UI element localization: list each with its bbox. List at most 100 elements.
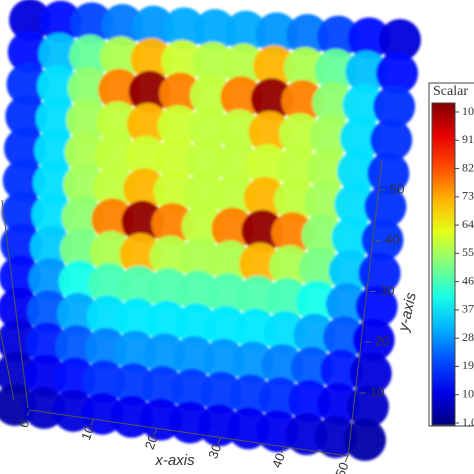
scatter-point [281,80,324,123]
x-tick [344,455,349,463]
scatter-point [246,144,289,186]
colorbar-tick-label: 91 [462,132,474,146]
scatter-point [98,68,141,111]
scatter-point [91,198,134,241]
scatter-point [1,191,44,234]
scatter-point [301,214,344,257]
scatter-point [32,161,75,204]
scatter-point [125,135,168,178]
scatter-point [67,66,110,109]
scatter-point [352,319,395,361]
scatter-point [63,163,106,206]
scatter-point [345,50,388,93]
scatter-point [306,148,349,191]
scatter-point [151,202,194,245]
scatter-point [39,0,82,43]
scatter-point [153,170,196,213]
scatter-point [286,14,329,56]
colorbar-tick-label: 37 [462,302,474,316]
scatter-point [284,47,326,90]
scatter-point [312,81,355,124]
scatter-point [317,15,360,58]
scatter-point [132,5,175,48]
point-cloud [0,0,421,461]
colorbar-title: Scalar [433,84,468,99]
x-tick [280,446,285,454]
scatter-point [185,139,228,182]
scatter-point [191,41,234,84]
scatter-point [130,38,173,81]
x-axis-label: x-axis [154,452,195,469]
scatter-point [183,172,226,215]
scatter-point [61,196,104,239]
colorbar-tick-label: 64 [462,217,474,231]
axes: 0 10 20 30 40 50 10 20 30 40 50 [16,159,404,474]
scatter-point [276,146,319,189]
scatter-point [314,48,357,91]
scatter-point [250,78,293,121]
scatter-point [70,2,113,45]
scatter-point [342,83,385,126]
colorbar-tick-label: 100 [462,104,474,118]
scatter-point [271,212,314,255]
x-tick-label: 40 [269,451,288,470]
scatter-point [155,137,198,180]
x-tick-label: 10 [78,423,97,442]
scatter-point [241,209,284,252]
scatter-point [279,113,321,156]
scatter-point [69,34,112,77]
y-axis-line [347,159,383,457]
scatter-point [224,10,267,53]
scatter-point [126,103,169,146]
scatter-point [93,165,136,208]
scatter-point [157,105,200,148]
scatter-point [66,99,109,142]
colorbar [431,102,456,426]
scatter-point [5,95,48,138]
x-tick [90,418,95,426]
x-axis-line [29,409,349,457]
scatter-point [379,19,421,61]
colorbar-tick-label: 19 [462,358,474,372]
x-tick-label: 50 [332,460,351,474]
scatter-point [64,131,107,174]
scatter-point [243,176,286,219]
colorbar-tick-label: 46 [462,273,474,287]
scatter-point [255,12,298,55]
scatter-point [349,352,392,395]
y-tick-label: 30 [380,283,394,298]
scatter-point [358,252,401,295]
y-tick-label: 20 [375,334,389,349]
x-tick-label: 20 [142,433,161,452]
axis-frame [0,329,15,401]
scatter-point [274,179,316,222]
scatter-point [163,7,206,50]
scatter-point [121,200,164,243]
colorbar-tick-label: 10 [462,386,474,400]
scatter-point [37,65,80,108]
x-tick-label: 0 [16,418,33,430]
x-tick [26,409,31,417]
scatter-point [334,183,377,226]
y-tick-label: 40 [385,232,399,247]
scatter-point [161,39,204,82]
scatter-point [194,9,236,51]
scatter-point [220,76,263,119]
scatter-point [31,193,74,236]
scatter-point [346,385,389,428]
scatter-point [331,216,374,259]
scatter-point [364,185,407,228]
scatter-point [35,97,78,140]
scatter-point [94,133,137,176]
scatter-point [189,74,232,117]
scatter-point [38,32,81,75]
colorbar-tick-label: 28 [462,330,474,344]
scatter-point [213,174,256,217]
scatter-point [2,159,45,202]
scatter-point [309,115,352,158]
scatter-point [348,17,391,60]
scatter-point [337,150,380,193]
scatter-point [304,181,347,224]
scatter-point [187,107,230,150]
